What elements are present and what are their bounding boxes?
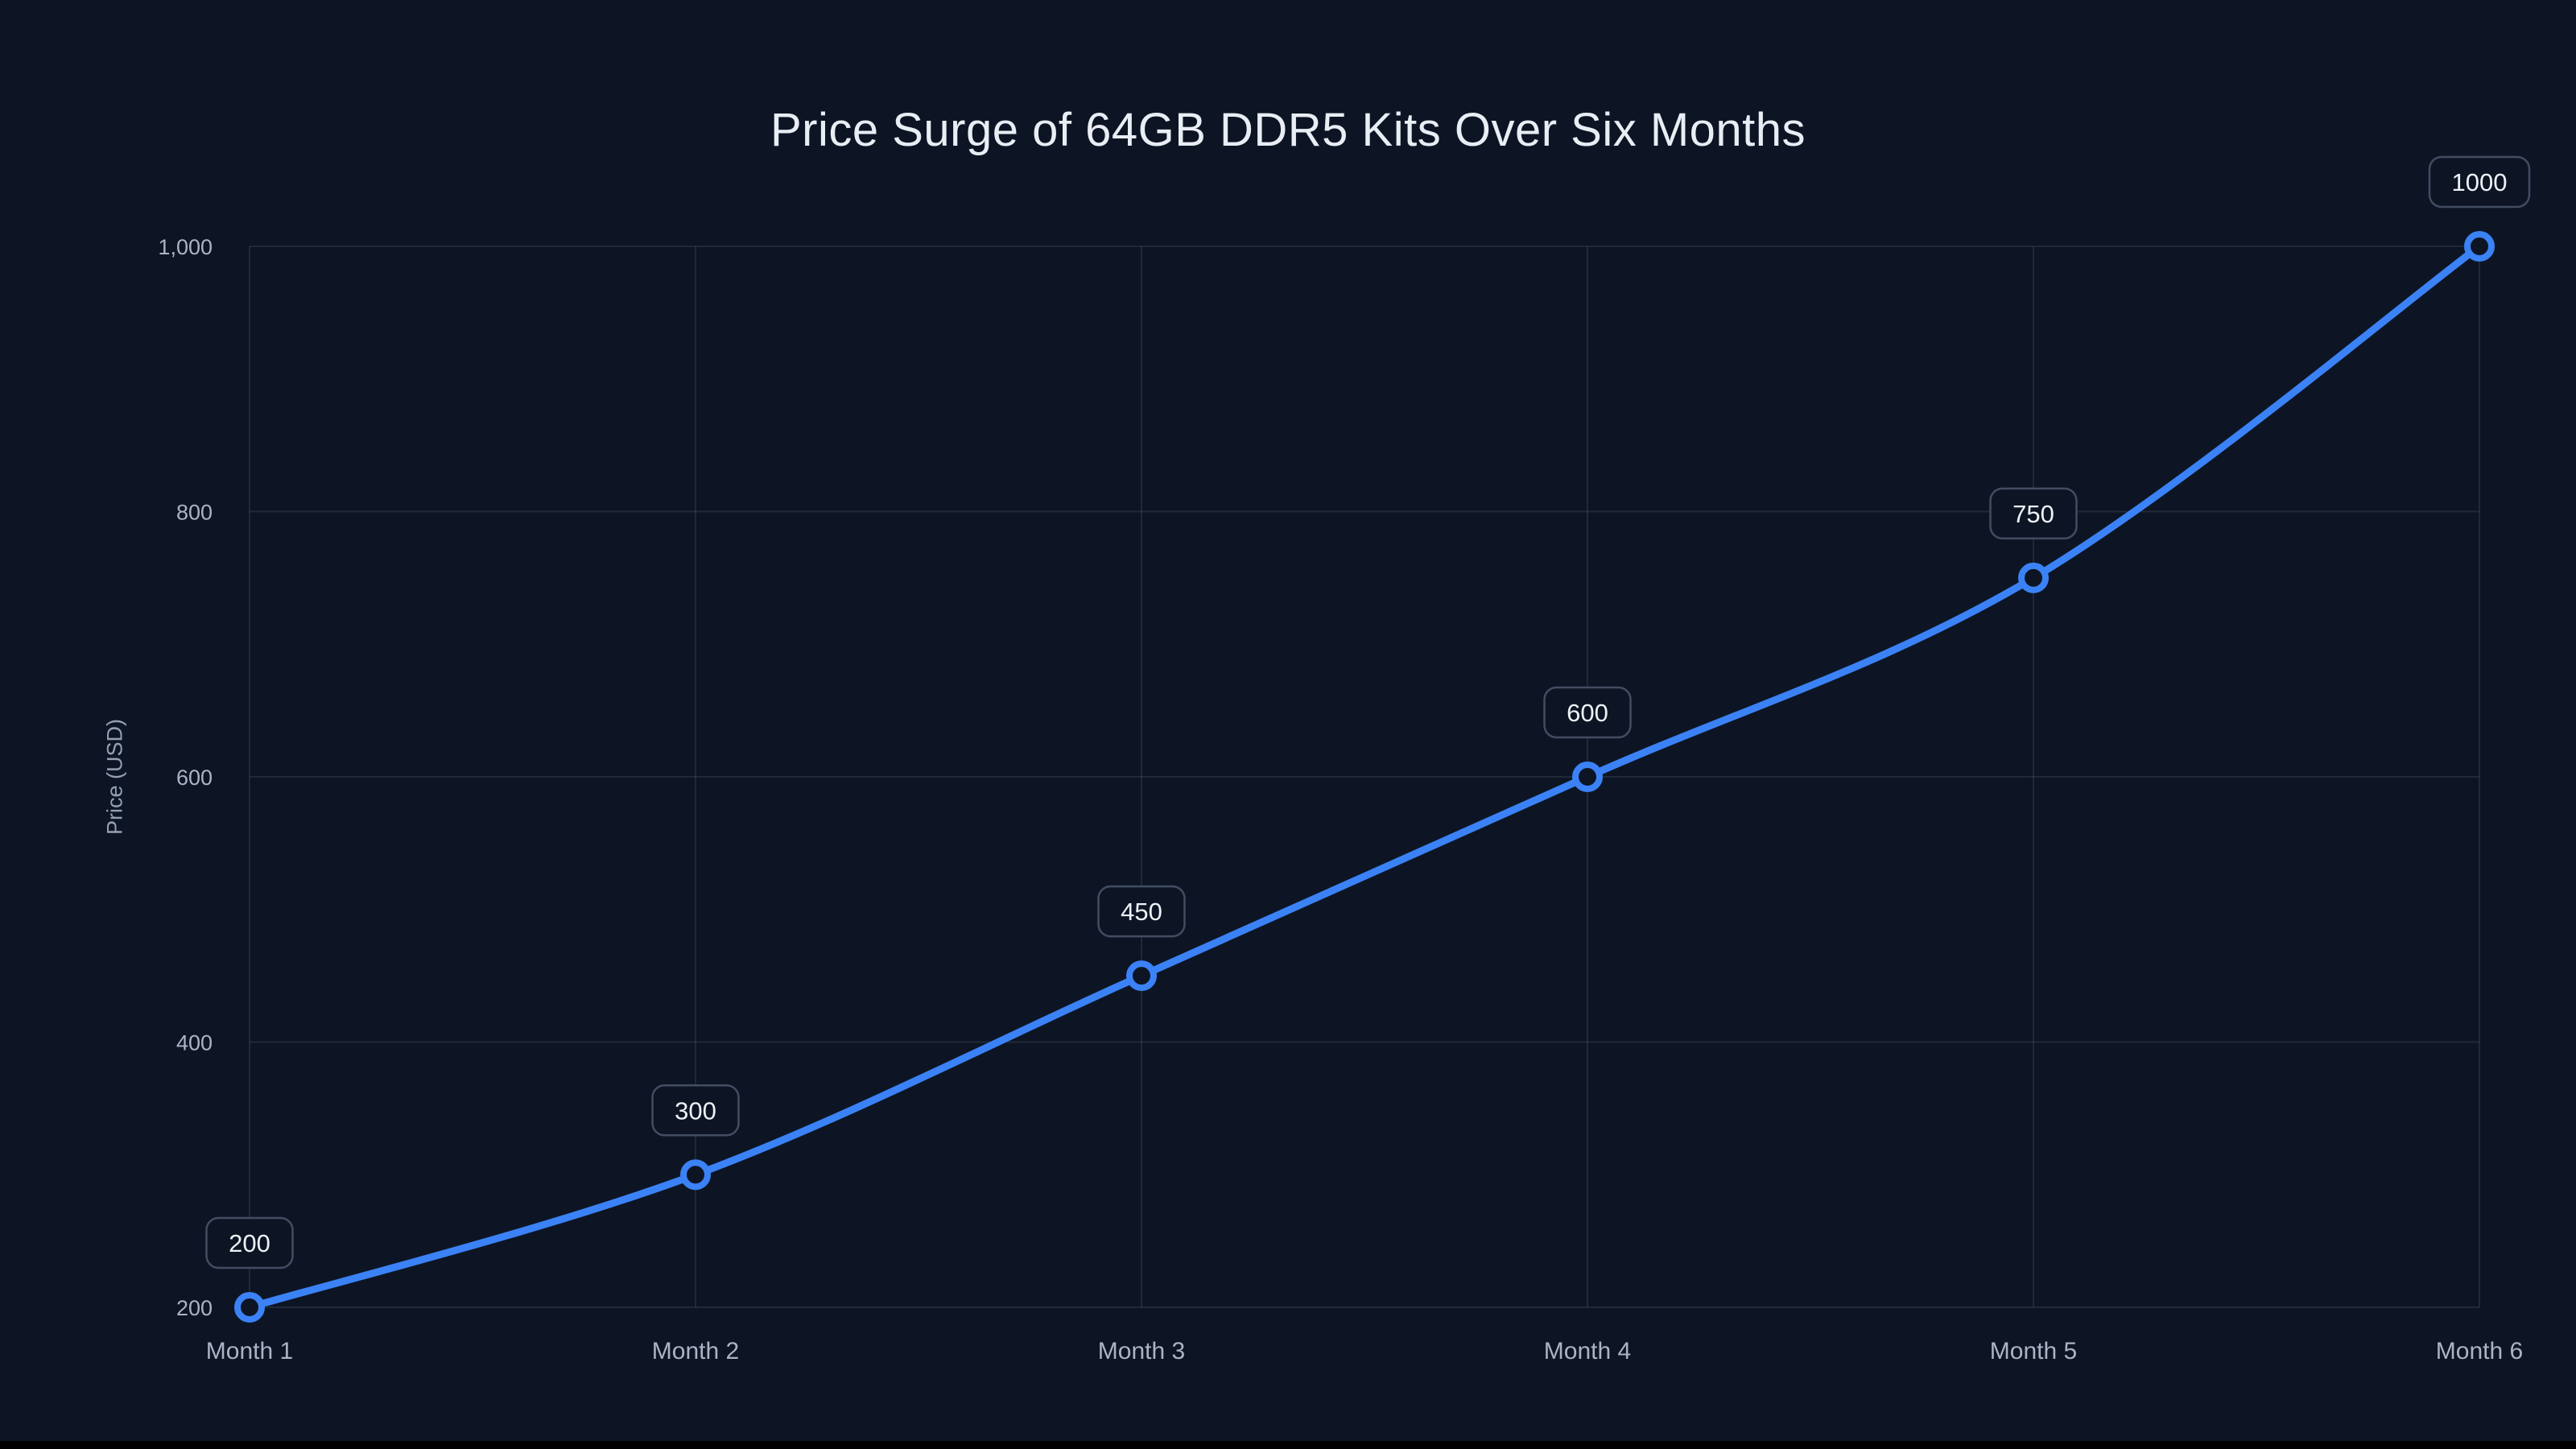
point-label: 200 [229, 1229, 270, 1257]
data-point[interactable] [234, 1292, 265, 1323]
data-point[interactable] [1126, 960, 1157, 992]
point-label: 600 [1567, 699, 1608, 727]
point-label: 450 [1121, 898, 1162, 926]
point-label: 300 [675, 1096, 716, 1125]
x-tick-label: Month 4 [1544, 1338, 1631, 1364]
data-point[interactable] [680, 1159, 711, 1191]
point-label-badge [651, 1084, 740, 1137]
data-point[interactable] [1572, 762, 1603, 792]
data-point[interactable] [2464, 231, 2495, 262]
y-tick-label: 600 [176, 766, 213, 790]
y-tick-label: 200 [176, 1296, 213, 1320]
data-point[interactable] [2018, 562, 2049, 593]
point-label-badge [1097, 885, 1186, 938]
point-label: 1000 [2452, 168, 2508, 196]
x-tick-label: Month 1 [206, 1338, 293, 1364]
point-label-badge [1989, 487, 2078, 540]
x-tick-label: Month 5 [1990, 1338, 2077, 1364]
y-tick-label: 400 [176, 1031, 213, 1055]
y-tick-label: 1,000 [158, 235, 213, 259]
point-label-badge [2428, 155, 2531, 208]
point-label-badge [1543, 686, 1632, 739]
point-label: 750 [2013, 500, 2054, 528]
x-tick-label: Month 3 [1098, 1338, 1185, 1364]
x-tick-label: Month 6 [2436, 1338, 2523, 1364]
series-line [246, 242, 2483, 1311]
x-tick-label: Month 2 [652, 1338, 739, 1364]
y-tick-label: 800 [176, 501, 213, 525]
point-label-badge [205, 1216, 294, 1269]
chart-title: Price Surge of 64GB DDR5 Kits Over Six M… [770, 104, 1806, 156]
